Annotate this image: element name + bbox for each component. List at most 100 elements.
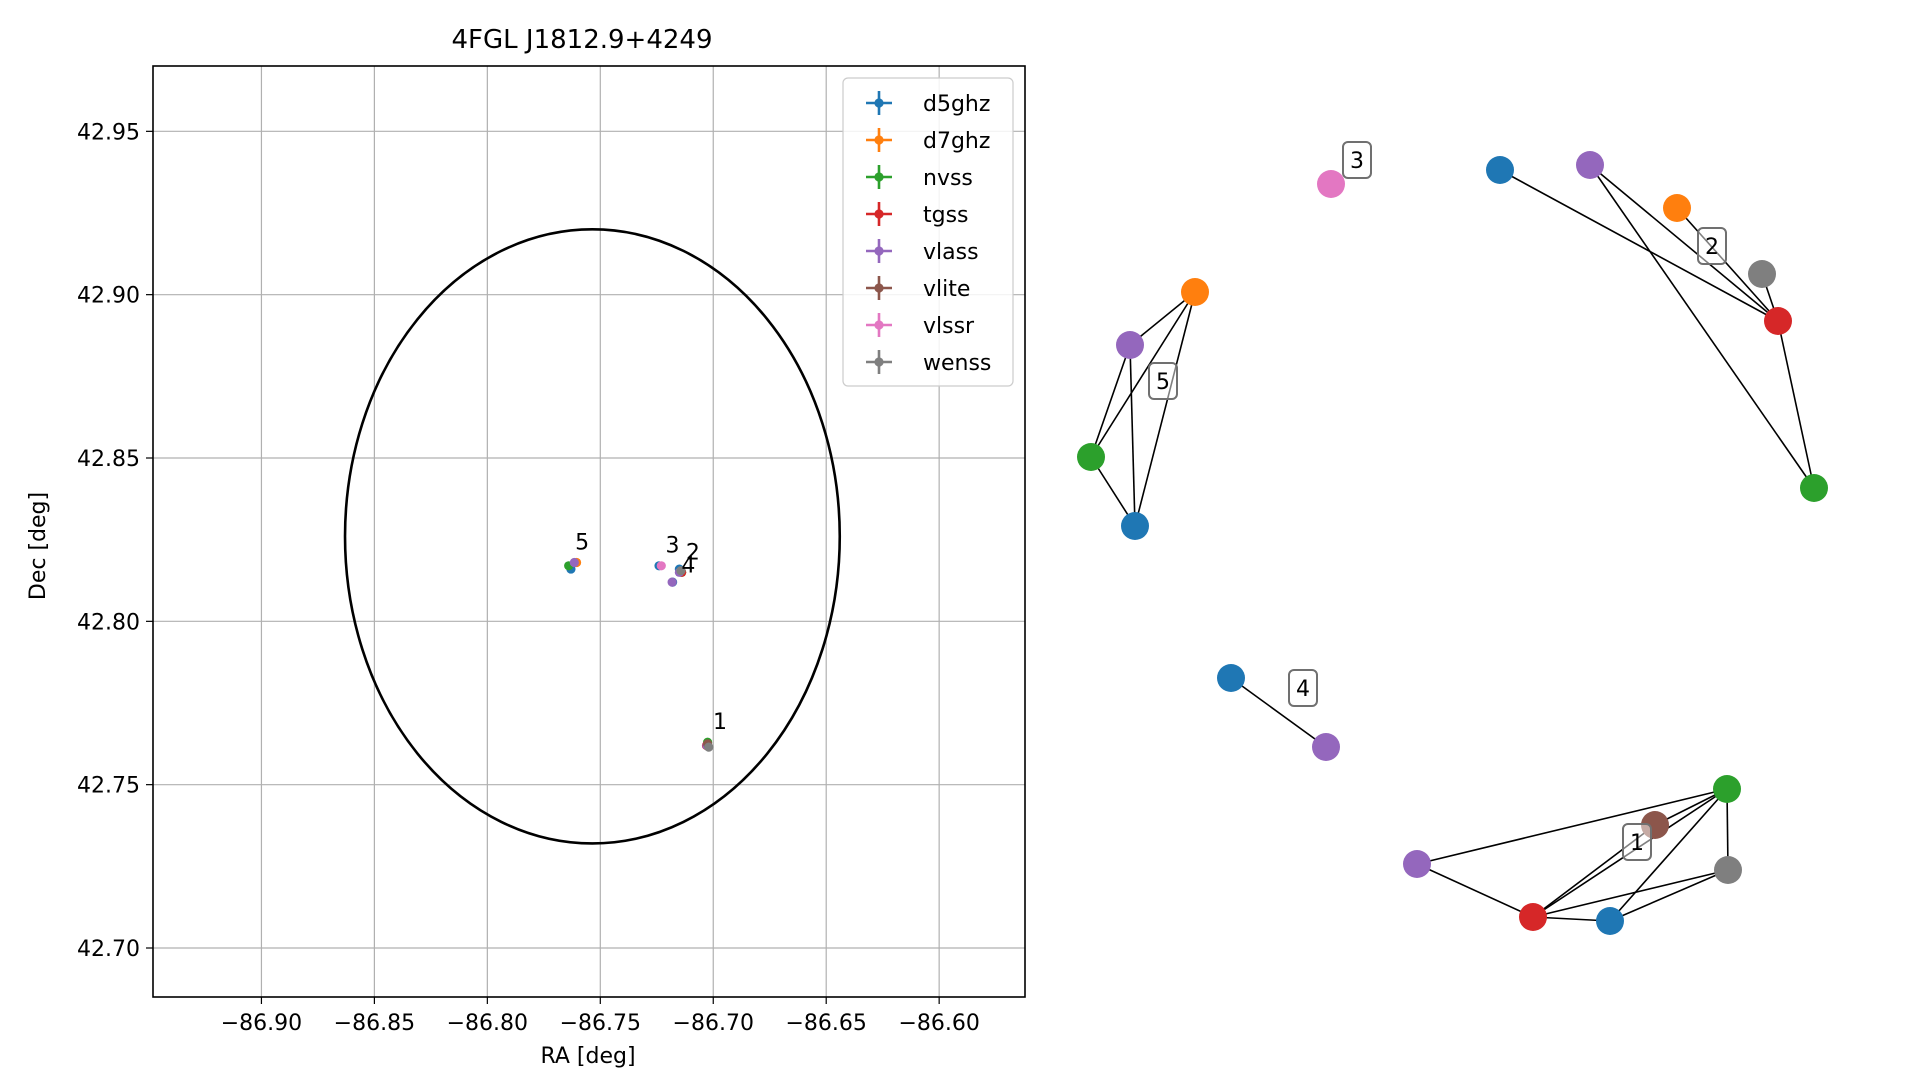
y-tick-label: 42.85 [77, 447, 140, 472]
chart-title: 4FGL J1812.9+4249 [452, 25, 713, 55]
legend-entry-d7ghz: d7ghz [866, 128, 990, 154]
point-wenss [676, 566, 686, 576]
graph-edge [1609, 869, 1729, 922]
legend-label: d5ghz [923, 92, 990, 117]
graph-edge [1416, 788, 1728, 865]
cluster-label-box [1342, 141, 1372, 179]
cluster-label-box [1148, 362, 1178, 400]
legend-entry-nvss: nvss [866, 165, 973, 191]
y-tick-label: 42.95 [77, 120, 140, 145]
error-ellipse-layer [343, 228, 842, 845]
graph-edge [1609, 788, 1728, 922]
annotation-layer: 1 234 5 [575, 530, 727, 735]
graph-node-vlssr [1317, 170, 1345, 198]
cluster-label-box [1288, 669, 1318, 707]
legend-marker [874, 246, 884, 256]
legend-marker [874, 98, 884, 108]
cluster-label-text: 3 [1350, 149, 1364, 174]
point-vlass [569, 557, 579, 568]
cluster-label-text: 2 [1705, 235, 1719, 260]
cluster-label-text: 4 [1296, 677, 1310, 702]
legend-label: tgss [923, 203, 969, 228]
legend-entry-vlite: vlite [866, 276, 970, 302]
legend-marker [874, 209, 884, 219]
legend-entry-d5ghz: d5ghz [866, 91, 990, 117]
legend-box [842, 77, 1014, 387]
legend-label: vlass [923, 240, 979, 265]
cluster-label-text: 1 [1630, 831, 1644, 856]
cluster-label-box [1697, 227, 1727, 265]
graph-nodes [1077, 151, 1828, 935]
y-tick-label: 42.75 [77, 774, 140, 799]
source-annotation: 1 [713, 710, 727, 735]
source-annotation: 2 [686, 540, 700, 565]
legend-label: vlite [923, 277, 970, 302]
y-axis-label: Dec [deg] [26, 492, 51, 600]
graph-node-tgss [1519, 903, 1547, 931]
cluster-labels: 1 2 3 4 5 [1148, 141, 1727, 861]
legend-label: d7ghz [923, 129, 990, 154]
graph-edge [1676, 207, 1779, 322]
graph-edges [1090, 164, 1815, 922]
graph-node-d7ghz [1663, 194, 1691, 222]
legend-label: wenss [923, 351, 991, 376]
x-tick-label: −86.85 [334, 1011, 415, 1036]
x-tick-label: −86.90 [221, 1011, 302, 1036]
graph-node-d5ghz [1121, 512, 1149, 540]
graph-edge [1777, 320, 1815, 489]
source-annotation: 3 [666, 534, 680, 559]
error-ellipse [343, 228, 842, 845]
graph-edge [1230, 677, 1327, 748]
legend-label: vlssr [923, 314, 975, 339]
legend-marker [874, 357, 884, 367]
data-points-layer [564, 557, 714, 752]
graph-edge [1416, 863, 1534, 918]
point-vlssr [656, 561, 666, 571]
x-axis-ticks: −86.90 −86.85 −86.80 −86.75 −86.70 −86.65 −86.… [221, 997, 980, 1036]
legend: d5ghz d7ghz nvss tgss vlass vlite vlssr wenss [842, 77, 1014, 387]
cluster-label-box [1622, 823, 1652, 861]
graph-node-nvss [1077, 443, 1105, 471]
cluster-label-2: 2 [1697, 227, 1727, 265]
graph-edge [1090, 291, 1196, 458]
graph-edge [1589, 164, 1779, 322]
graph-node-d5ghz [1217, 664, 1245, 692]
graph-edge [1134, 291, 1196, 527]
cluster-label-1: 1 [1622, 823, 1652, 861]
legend-entry-wenss: wenss [866, 350, 991, 376]
graph-node-vlass [1312, 733, 1340, 761]
graph-node-nvss [1713, 775, 1741, 803]
legend-marker [874, 172, 884, 182]
graph-node-tgss [1764, 307, 1792, 335]
point-vlass [667, 577, 677, 587]
cluster-label-5: 5 [1148, 362, 1178, 400]
graph-node-vlass [1576, 151, 1604, 179]
source-annotation: 4 [681, 553, 695, 578]
y-tick-label: 42.70 [77, 937, 140, 962]
graph-edge [1532, 869, 1729, 918]
legend-entry-tgss: tgss [866, 202, 969, 228]
x-axis-label: RA [deg] [540, 1044, 635, 1069]
y-tick-label: 42.80 [77, 610, 140, 635]
graph-edge [1129, 344, 1136, 527]
x-tick-label: −86.60 [898, 1011, 979, 1036]
graph-node-vlass [1116, 331, 1144, 359]
graph-node-vlass [1403, 850, 1431, 878]
network-graph-panel: 1 2 3 4 5 [1077, 141, 1828, 935]
legend-entry-vlssr: vlssr [866, 313, 975, 339]
legend-label: nvss [923, 166, 973, 191]
cluster-label-3: 3 [1342, 141, 1372, 179]
y-tick-label: 42.90 [77, 284, 140, 309]
graph-edge [1090, 344, 1131, 458]
graph-node-d5ghz [1486, 156, 1514, 184]
point-wenss [704, 742, 714, 752]
legend-marker [874, 135, 884, 145]
legend-marker [874, 320, 884, 330]
x-tick-label: −86.80 [447, 1011, 528, 1036]
axes-frame [152, 65, 1026, 998]
graph-node-wenss [1748, 260, 1776, 288]
graph-node-wenss [1714, 856, 1742, 884]
legend-entry-vlass: vlass [866, 239, 979, 265]
